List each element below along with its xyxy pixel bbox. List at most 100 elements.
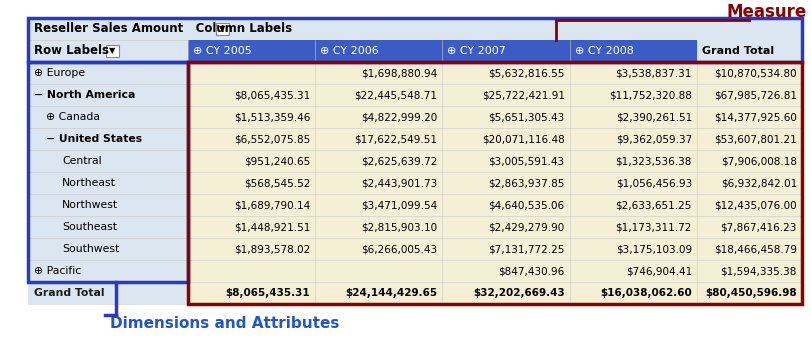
Bar <box>28 62 188 84</box>
Text: $8,065,435.31: $8,065,435.31 <box>225 288 310 298</box>
Text: Reseller Sales Amount   Column Labels: Reseller Sales Amount Column Labels <box>34 23 292 35</box>
Text: $1,594,335.38: $1,594,335.38 <box>719 266 796 276</box>
Bar <box>315 62 442 84</box>
Text: ⊕ CY 2005: ⊕ CY 2005 <box>193 46 251 56</box>
Text: $20,071,116.48: $20,071,116.48 <box>482 134 564 144</box>
Bar <box>188 238 315 260</box>
Bar <box>28 106 188 128</box>
Bar <box>28 260 188 282</box>
Bar <box>188 62 315 84</box>
Text: $4,640,535.06: $4,640,535.06 <box>488 200 564 210</box>
Bar <box>188 216 315 238</box>
Text: $24,144,429.65: $24,144,429.65 <box>345 288 437 298</box>
Text: $746,904.41: $746,904.41 <box>625 266 691 276</box>
Text: $3,538,837.31: $3,538,837.31 <box>615 68 691 78</box>
Bar <box>442 238 569 260</box>
Text: $1,448,921.51: $1,448,921.51 <box>234 222 310 232</box>
Text: ⊕ CY 2006: ⊕ CY 2006 <box>320 46 379 56</box>
Bar <box>442 40 569 62</box>
Text: $6,552,075.85: $6,552,075.85 <box>234 134 310 144</box>
Bar <box>28 216 188 238</box>
Bar <box>569 194 696 216</box>
Bar <box>106 45 119 57</box>
Text: $10,870,534.80: $10,870,534.80 <box>714 68 796 78</box>
Bar <box>28 40 188 62</box>
Text: ⊕ Canada: ⊕ Canada <box>46 112 100 122</box>
Text: $1,323,536.38: $1,323,536.38 <box>615 156 691 166</box>
Text: $6,266,005.43: $6,266,005.43 <box>361 244 437 254</box>
Text: Northeast: Northeast <box>62 178 116 188</box>
Text: $1,689,790.14: $1,689,790.14 <box>234 200 310 210</box>
Bar <box>569 282 696 304</box>
Text: Grand Total: Grand Total <box>34 288 105 298</box>
Text: $22,445,548.71: $22,445,548.71 <box>354 90 437 100</box>
Text: $53,607,801.21: $53,607,801.21 <box>714 134 796 144</box>
Bar <box>696 216 801 238</box>
Text: $7,867,416.23: $7,867,416.23 <box>719 222 796 232</box>
Text: $3,175,103.09: $3,175,103.09 <box>615 244 691 254</box>
Text: $2,443,901.73: $2,443,901.73 <box>361 178 437 188</box>
Bar <box>569 260 696 282</box>
Bar <box>315 216 442 238</box>
Text: $17,622,549.51: $17,622,549.51 <box>354 134 437 144</box>
Bar <box>442 194 569 216</box>
Bar <box>696 172 801 194</box>
Text: $568,545.52: $568,545.52 <box>243 178 310 188</box>
Bar <box>315 128 442 150</box>
Bar <box>569 172 696 194</box>
Text: $1,513,359.46: $1,513,359.46 <box>234 112 310 122</box>
Bar <box>28 282 188 304</box>
Bar <box>188 84 315 106</box>
Bar <box>188 128 315 150</box>
Bar <box>442 260 569 282</box>
Bar <box>315 150 442 172</box>
Bar <box>188 194 315 216</box>
Text: ⊕ Pacific: ⊕ Pacific <box>34 266 81 276</box>
Bar <box>569 128 696 150</box>
Bar <box>315 282 442 304</box>
Bar <box>569 150 696 172</box>
Bar <box>569 40 696 62</box>
Bar <box>696 84 801 106</box>
Text: $2,863,937.85: $2,863,937.85 <box>487 178 564 188</box>
Bar <box>569 62 696 84</box>
Text: $4,822,999.20: $4,822,999.20 <box>361 112 437 122</box>
Bar <box>696 282 801 304</box>
Bar <box>696 128 801 150</box>
Text: ⊕ Europe: ⊕ Europe <box>34 68 85 78</box>
Bar <box>188 106 315 128</box>
Text: $2,625,639.72: $2,625,639.72 <box>361 156 437 166</box>
Text: $16,038,062.60: $16,038,062.60 <box>599 288 691 298</box>
Text: Northwest: Northwest <box>62 200 118 210</box>
Bar <box>696 260 801 282</box>
Text: $1,698,880.94: $1,698,880.94 <box>361 68 437 78</box>
Text: Southwest: Southwest <box>62 244 119 254</box>
Bar <box>28 194 188 216</box>
Bar <box>569 238 696 260</box>
Bar <box>28 18 801 62</box>
Text: $7,906,008.18: $7,906,008.18 <box>720 156 796 166</box>
Bar <box>188 150 315 172</box>
Bar <box>28 62 188 282</box>
Bar <box>442 282 569 304</box>
Text: $2,390,261.51: $2,390,261.51 <box>615 112 691 122</box>
Bar <box>188 40 315 62</box>
Text: $1,173,311.72: $1,173,311.72 <box>615 222 691 232</box>
Text: − North America: − North America <box>34 90 135 100</box>
Text: $1,893,578.02: $1,893,578.02 <box>234 244 310 254</box>
Text: $25,722,421.91: $25,722,421.91 <box>481 90 564 100</box>
Text: $3,471,099.54: $3,471,099.54 <box>361 200 437 210</box>
Text: $951,240.65: $951,240.65 <box>243 156 310 166</box>
Text: $5,651,305.43: $5,651,305.43 <box>488 112 564 122</box>
Bar <box>216 23 229 35</box>
Text: $9,362,059.37: $9,362,059.37 <box>615 134 691 144</box>
Bar <box>188 62 801 304</box>
Bar <box>188 282 315 304</box>
Bar <box>696 150 801 172</box>
Text: Grand Total: Grand Total <box>702 46 773 56</box>
Text: ⊕ CY 2007: ⊕ CY 2007 <box>447 46 506 56</box>
Text: $80,450,596.98: $80,450,596.98 <box>705 288 796 298</box>
Text: Row Labels: Row Labels <box>34 44 109 58</box>
Text: $2,815,903.10: $2,815,903.10 <box>361 222 437 232</box>
Bar <box>28 128 188 150</box>
